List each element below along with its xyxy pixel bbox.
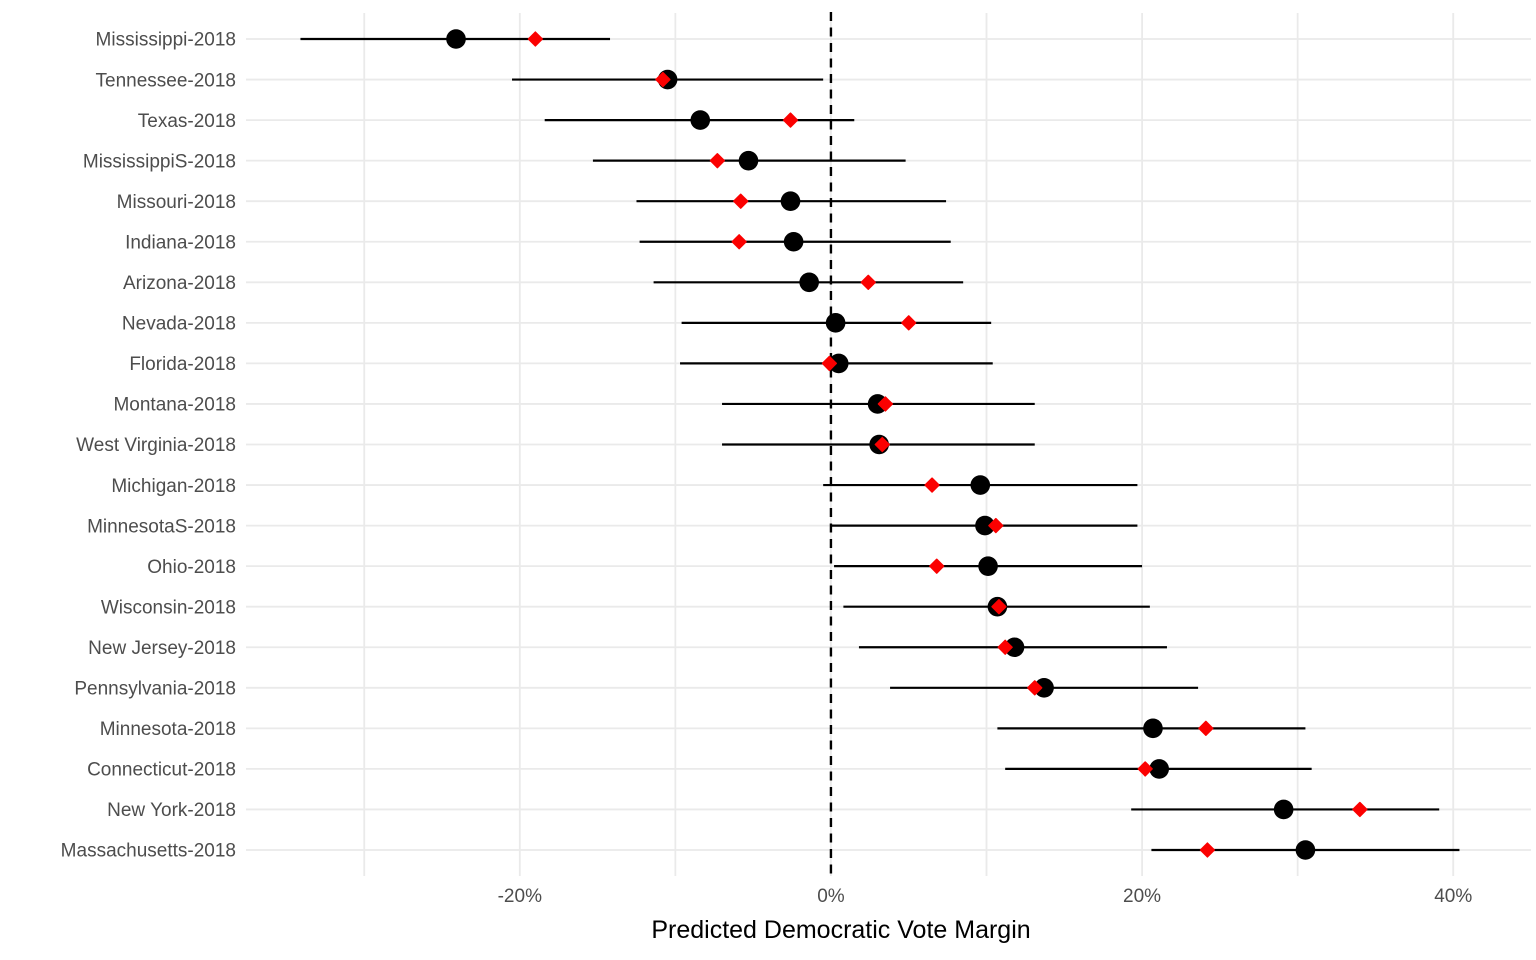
race-label: Connecticut-2018 — [87, 760, 236, 781]
race-label: New Jersey-2018 — [88, 638, 236, 659]
race-row — [300, 29, 611, 49]
race-label: Texas-2018 — [138, 111, 236, 132]
actual-result-dot — [655, 71, 671, 88]
actual-result-dot — [997, 639, 1013, 655]
predicted-dot — [799, 272, 819, 293]
predicted-dot — [978, 556, 998, 576]
actual-result-dot — [782, 112, 799, 128]
race-label: Wisconsin-2018 — [101, 597, 236, 618]
race-row — [639, 231, 951, 252]
race-label: Michigan-2018 — [111, 476, 236, 497]
race-label: Tennessee-2018 — [96, 70, 237, 91]
race-label: MinnesotaS-2018 — [87, 516, 236, 537]
race-row — [1005, 759, 1312, 779]
race-label: Ohio-2018 — [147, 557, 236, 578]
race-row — [834, 556, 1143, 576]
x-axis-title: Predicted Democratic Vote Margin — [651, 916, 1031, 944]
predicted-dot — [825, 313, 846, 333]
race-row — [997, 718, 1306, 739]
race-label: Nevada-2018 — [122, 314, 236, 335]
race-row — [681, 313, 992, 333]
predicted-dot — [1149, 759, 1169, 779]
actual-result-dot — [860, 274, 876, 290]
race-label: Florida-2018 — [129, 354, 236, 375]
actual-results — [527, 31, 1368, 858]
predicted-dot — [975, 515, 995, 536]
race-label: Pennsylvania-2018 — [74, 679, 236, 700]
actual-result-dot — [1352, 801, 1368, 818]
race-label: Montana-2018 — [113, 395, 236, 416]
actual-result-dot — [924, 477, 940, 493]
actual-result-dot — [1199, 842, 1216, 858]
x-axis-tick-label: 20% — [1123, 886, 1161, 907]
actual-result-dot — [874, 436, 890, 453]
actual-result-dot — [991, 599, 1007, 615]
race-row — [544, 110, 855, 130]
actual-result-dot — [877, 396, 894, 412]
race-label: Massachusetts-2018 — [61, 841, 236, 862]
race-row — [890, 678, 1199, 698]
predicted-dot — [690, 110, 711, 130]
race-label: West Virginia-2018 — [76, 435, 236, 456]
actual-result-dot — [821, 355, 838, 372]
actual-result-dot — [901, 315, 917, 331]
actual-result-dot — [731, 234, 747, 250]
race-label: Mississippi-2018 — [96, 30, 236, 51]
predicted-dot — [738, 150, 759, 171]
race-row — [1131, 799, 1440, 820]
actual-result-dot — [929, 558, 945, 574]
x-axis-tick-label: 40% — [1434, 886, 1472, 907]
race-label: MississippiS-2018 — [83, 151, 236, 172]
predicted-dot — [1034, 678, 1054, 698]
x-axis-tick-label: -20% — [498, 886, 542, 907]
actual-result-dot — [709, 153, 726, 169]
race-row — [653, 272, 964, 293]
race-row — [830, 515, 1138, 536]
predicted-dot — [1295, 840, 1316, 860]
race-label: Missouri-2018 — [117, 192, 236, 213]
race-label: New York-2018 — [107, 800, 236, 821]
race-rows — [300, 29, 1460, 860]
predicted-dot — [970, 475, 991, 495]
predicted-dot — [1143, 718, 1163, 739]
actual-result-dot — [733, 193, 749, 209]
predicted-dot — [780, 191, 801, 211]
race-label: Indiana-2018 — [125, 232, 236, 253]
actual-result-dot — [527, 31, 544, 47]
predicted-dot — [783, 231, 804, 252]
race-row — [592, 150, 906, 171]
race-label: Arizona-2018 — [123, 273, 236, 294]
predicted-dot — [1273, 799, 1294, 820]
race-row — [823, 475, 1138, 495]
race-label: Minnesota-2018 — [100, 719, 236, 740]
race-row — [636, 191, 947, 211]
predicted-dot — [828, 353, 849, 374]
race-row — [858, 637, 1167, 658]
predicted-dot — [1004, 637, 1025, 658]
actual-result-dot — [1137, 761, 1153, 777]
race-row — [1151, 840, 1460, 860]
y-axis-labels: Mississippi-2018 Tennessee-2018 Texas-2018… — [61, 30, 236, 862]
predicted-dot — [446, 29, 466, 49]
x-axis-tick-labels: -20% 0% 20% 40% — [498, 886, 1473, 907]
actual-result-dot — [1027, 680, 1043, 696]
actual-result-dot — [1198, 720, 1214, 736]
x-axis-tick-label: 0% — [817, 886, 845, 907]
actual-result-dot — [988, 517, 1004, 534]
